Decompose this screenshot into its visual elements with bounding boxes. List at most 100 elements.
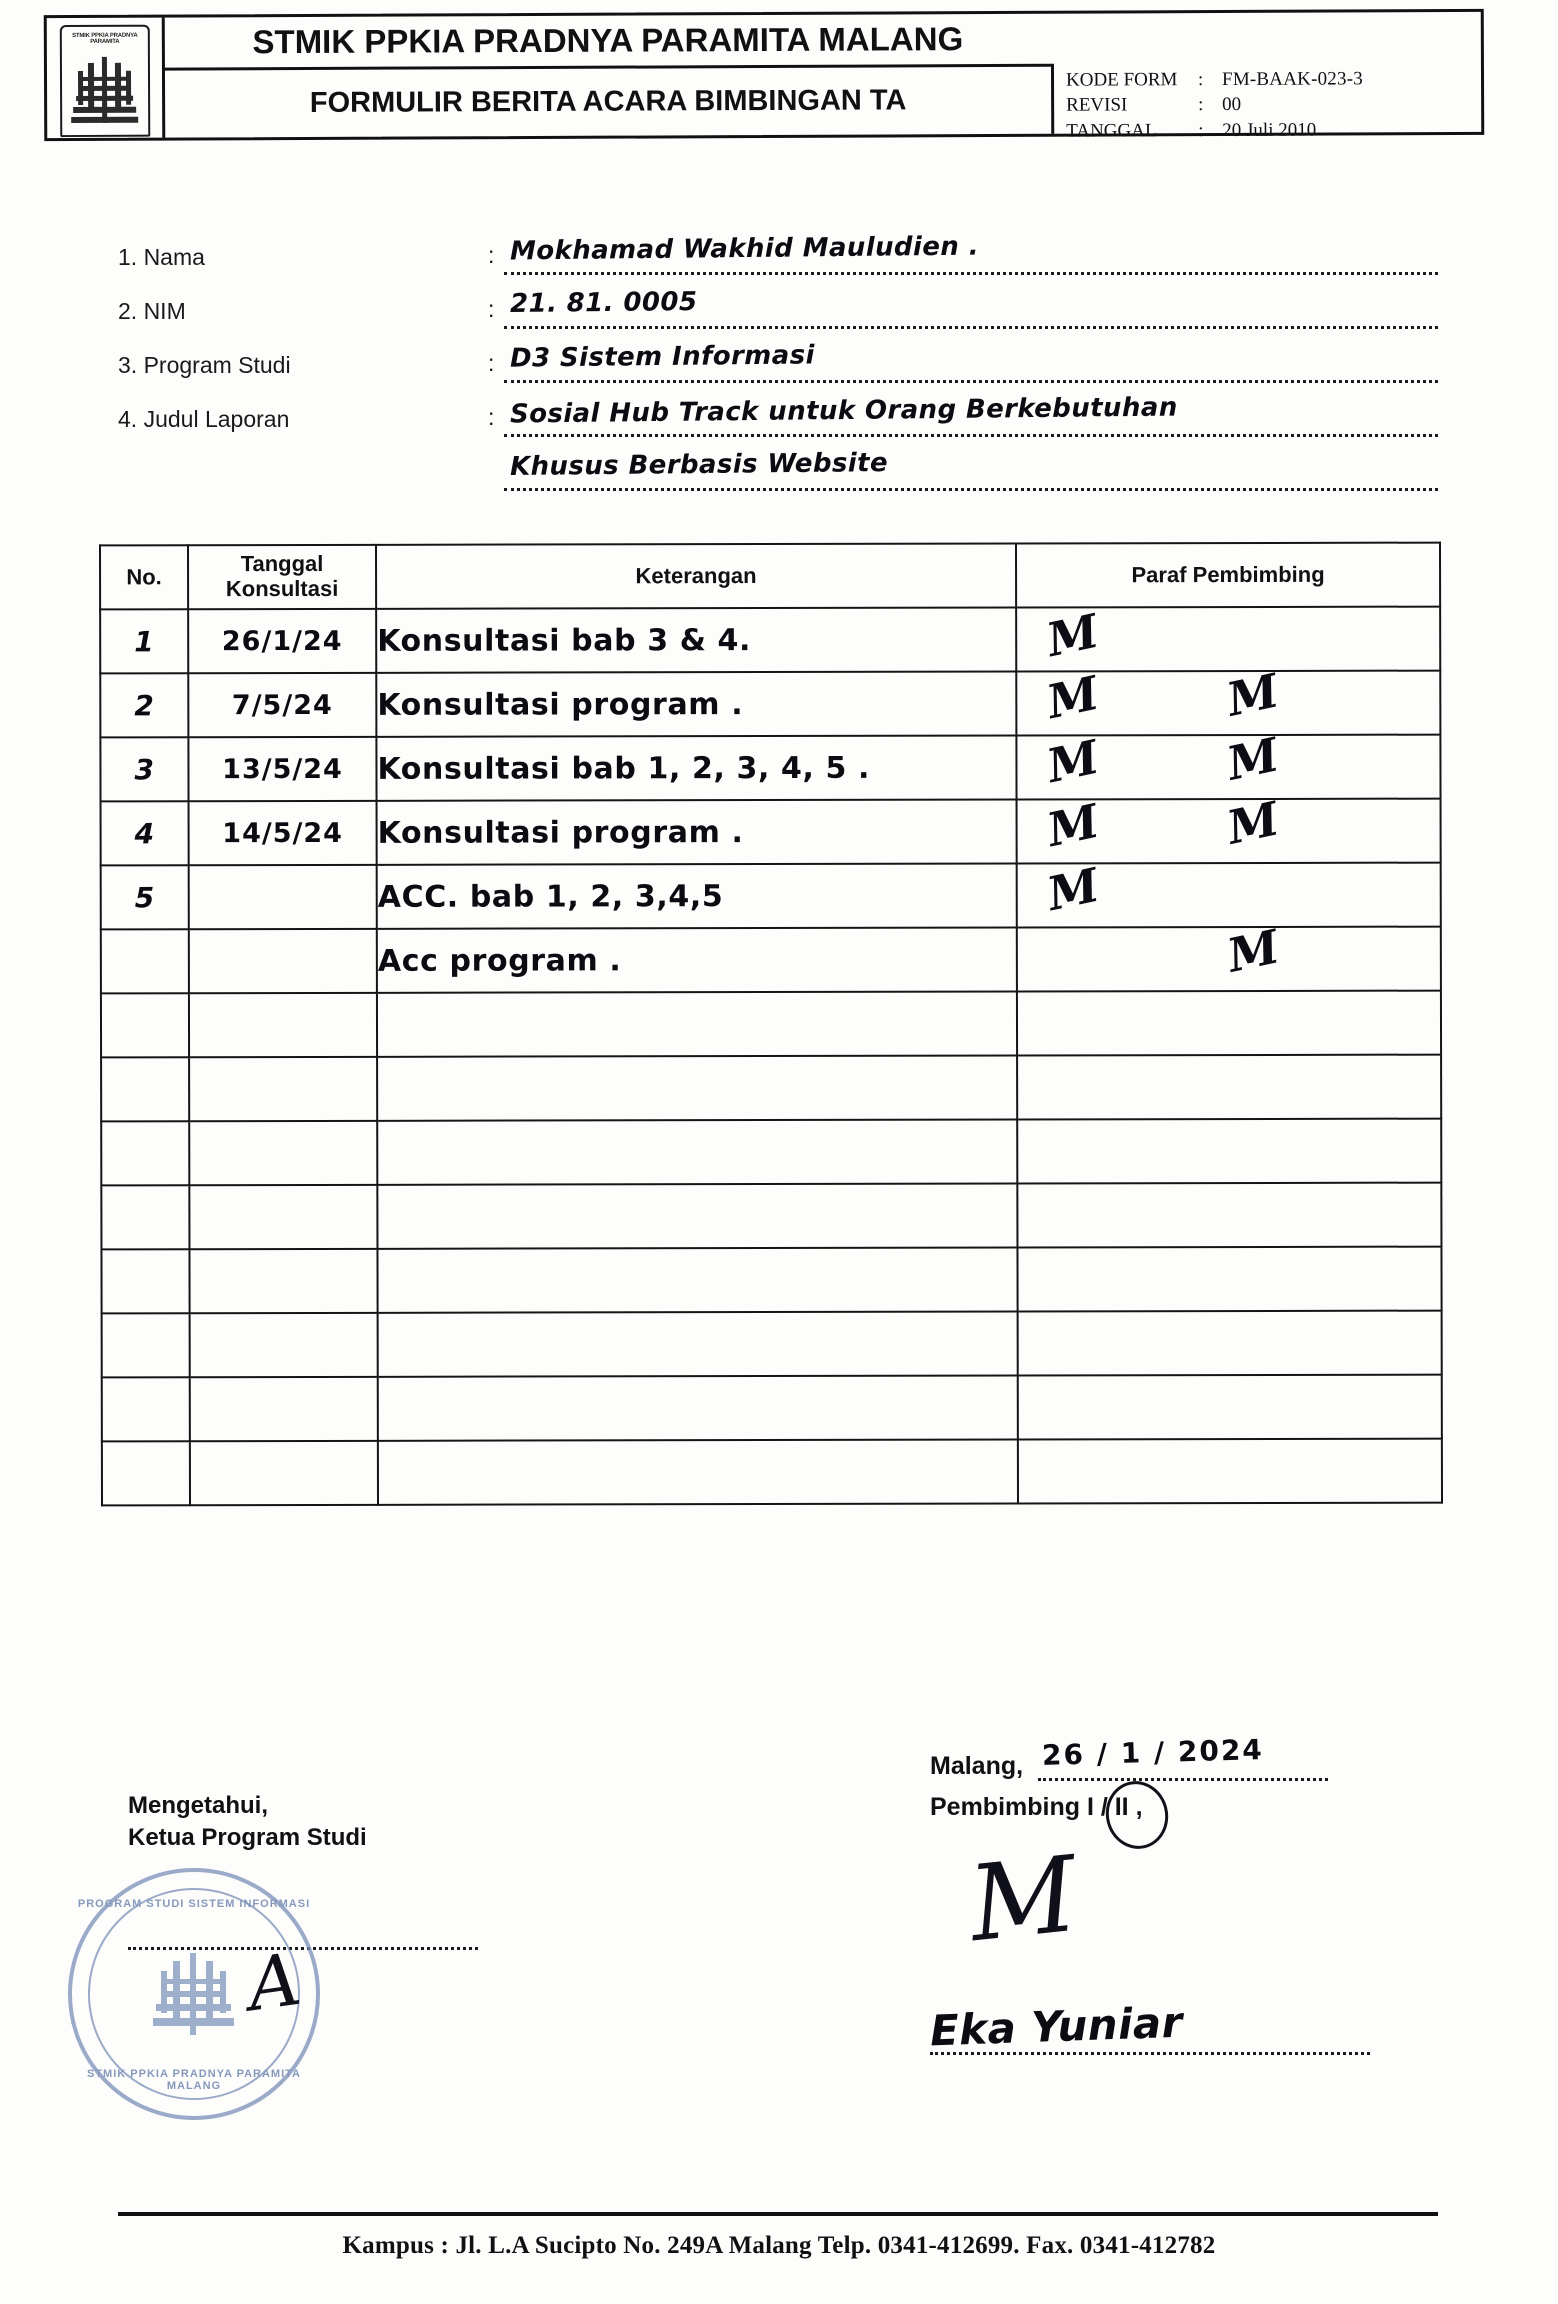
cell-paraf: M	[1016, 919, 1441, 992]
paraf-mark-right: M	[1222, 727, 1284, 791]
cell-keterangan	[377, 1055, 1018, 1121]
field-label: 3. Program Studi	[118, 352, 291, 378]
field-dotted-line	[504, 272, 1438, 275]
logo-cell: STMIK PPKIA PRADNYA PARAMITA	[46, 17, 166, 139]
field-nim: 2. NIM : 21. 81. 0005	[118, 287, 1438, 330]
code-label: TANGGAL	[1066, 119, 1157, 142]
field-colon: :	[488, 242, 495, 268]
cell-no	[101, 1249, 190, 1314]
cell-keterangan: Konsultasi program .	[376, 799, 1017, 865]
cell-tanggal	[189, 1312, 378, 1378]
field-program-studi: 3. Program Studi : D3 Sistem Informasi	[118, 340, 1438, 384]
stamp-bottom-text: STMIK PPKIA PRADNYA PARAMITA MALANG	[87, 2068, 301, 2092]
cell-tanggal: 14/5/24	[188, 800, 377, 866]
cell-keterangan: ACC. bab 1, 2, 3,4,5	[376, 863, 1017, 929]
cell-no: 3	[100, 737, 189, 802]
role-text: Pembimbing I / II ,	[930, 1793, 1143, 1821]
cell-keterangan	[377, 1311, 1018, 1377]
official-stamp: PROGRAM STUDI SISTEM INFORMASI STMIK PPK…	[68, 1868, 320, 2120]
cell-paraf	[1017, 1118, 1442, 1184]
paraf-mark-left: M	[1042, 729, 1104, 794]
malang-label: Malang,	[930, 1752, 1024, 1780]
stamp-inner-ring	[88, 1888, 300, 2100]
paraf-mark-left: M	[1042, 857, 1104, 922]
cell-keterangan	[377, 1439, 1019, 1505]
logo-frame: STMIK PPKIA PRADNYA PARAMITA	[59, 24, 151, 138]
field-value-nim: 21. 81. 0005	[509, 287, 698, 319]
consultation-table: No. Tanggal Konsultasi Keterangan Paraf …	[99, 542, 1443, 1507]
code-colon: :	[1198, 119, 1204, 141]
cell-no	[101, 1377, 190, 1442]
paraf-mark-right: M	[1222, 663, 1284, 727]
advisor-signature-mark: M	[963, 1832, 1083, 1966]
campus-address: Kampus : Jl. L.A Sucipto No. 249A Malang…	[342, 2232, 1216, 2259]
form-header: STMIK PPKIA PRADNYA PARAMITA STM	[43, 8, 1485, 141]
table-row	[100, 990, 1442, 1058]
field-judul-laporan: 4. Judul Laporan : Sosial Hub Track untu…	[118, 393, 1438, 438]
paraf-mark-left: M	[1042, 603, 1104, 668]
cell-tanggal: 26/1/24	[188, 608, 377, 674]
code-value: 20 Juli 2010	[1222, 119, 1317, 141]
paraf-mark-right: M	[1222, 791, 1284, 855]
stamp-top-text: PROGRAM STUDI SISTEM INFORMASI	[77, 1898, 311, 1910]
cell-no	[100, 929, 189, 994]
field-colon: :	[488, 296, 495, 322]
code-row-revisi: REVISI : 00	[1066, 91, 1481, 118]
cell-paraf	[1017, 1438, 1443, 1504]
mengetahui-label: Mengetahui,	[128, 1792, 269, 1819]
header-paraf-pembimbing: Paraf Pembimbing	[1015, 542, 1441, 608]
cell-keterangan	[376, 991, 1018, 1057]
form-code-box: KODE FORM : FM-BAAK-023-3 REVISI : 00 TA…	[1050, 61, 1482, 141]
cell-no: 2	[100, 673, 189, 738]
paraf-mark-left: M	[1042, 793, 1104, 858]
stamp-logo-icon	[153, 1953, 234, 2035]
table-row	[101, 1438, 1443, 1506]
cell-paraf	[1017, 1182, 1442, 1248]
code-colon: :	[1198, 94, 1204, 116]
header-keterangan: Keterangan	[375, 543, 1017, 609]
field-dotted-line	[504, 380, 1438, 383]
signature-block-ketua: Mengetahui, Ketua Program Studi PROGRAM …	[68, 1790, 568, 2120]
table-row: 4 14/5/24 Konsultasi program . M M	[100, 791, 1441, 866]
cell-tanggal	[189, 1440, 379, 1506]
table-body: 1 26/1/24 Konsultasi bab 3 & 4. M 2 7/5/24 Kon…	[100, 603, 1443, 1506]
code-label: REVISI	[1066, 94, 1128, 116]
institution-name: STMIK PPKIA PRADNYA PARAMITA MALANG	[164, 13, 1051, 71]
field-label: 1. Nama	[118, 244, 205, 270]
field-label: 4. Judul Laporan	[118, 406, 290, 432]
cell-paraf: M	[1016, 603, 1441, 672]
cell-no	[101, 1313, 190, 1378]
field-dotted-line	[504, 488, 1438, 491]
table-row: 1 26/1/24 Konsultasi bab 3 & 4. M	[100, 603, 1441, 674]
cell-keterangan	[377, 1119, 1018, 1185]
field-colon: :	[488, 404, 495, 430]
cell-no	[101, 1441, 191, 1506]
paraf-mark-left: M	[1042, 665, 1104, 730]
signature-block-pembimbing: Malang, 26 / 1 / 2024 Pembimbing I / II …	[929, 1733, 1450, 2055]
cell-keterangan	[377, 1247, 1018, 1313]
cell-tanggal	[188, 992, 378, 1058]
paraf-mark-right: M	[1222, 919, 1284, 983]
cell-paraf	[1017, 1246, 1442, 1312]
date-dotted-line	[1038, 1778, 1328, 1781]
header-titles: STMIK PPKIA PRADNYA PARAMITA MALANG FORM…	[164, 13, 1052, 138]
cell-keterangan	[377, 1183, 1018, 1249]
advisor-name: Eka Yuniar	[929, 1997, 1184, 2056]
field-dotted-line	[504, 434, 1438, 437]
cell-no: 4	[100, 801, 189, 866]
cell-no: 5	[100, 865, 189, 930]
cell-keterangan: Konsultasi bab 3 & 4.	[376, 607, 1017, 673]
cell-tanggal	[188, 928, 377, 994]
field-value-nama: Mokhamad Wakhid Mauludien .	[509, 231, 980, 267]
cell-tanggal: 13/5/24	[188, 736, 377, 802]
cell-tanggal: 7/5/24	[188, 672, 377, 738]
code-row-tanggal: TANGGAL : 20 Juli 2010	[1066, 116, 1481, 143]
cell-no	[101, 1121, 190, 1186]
code-row-kode-form: KODE FORM : FM-BAAK-023-3	[1066, 66, 1481, 93]
cell-tanggal	[189, 1120, 378, 1186]
header-no: No.	[99, 545, 189, 610]
cell-tanggal	[189, 1184, 378, 1250]
cell-paraf	[1017, 1310, 1442, 1376]
